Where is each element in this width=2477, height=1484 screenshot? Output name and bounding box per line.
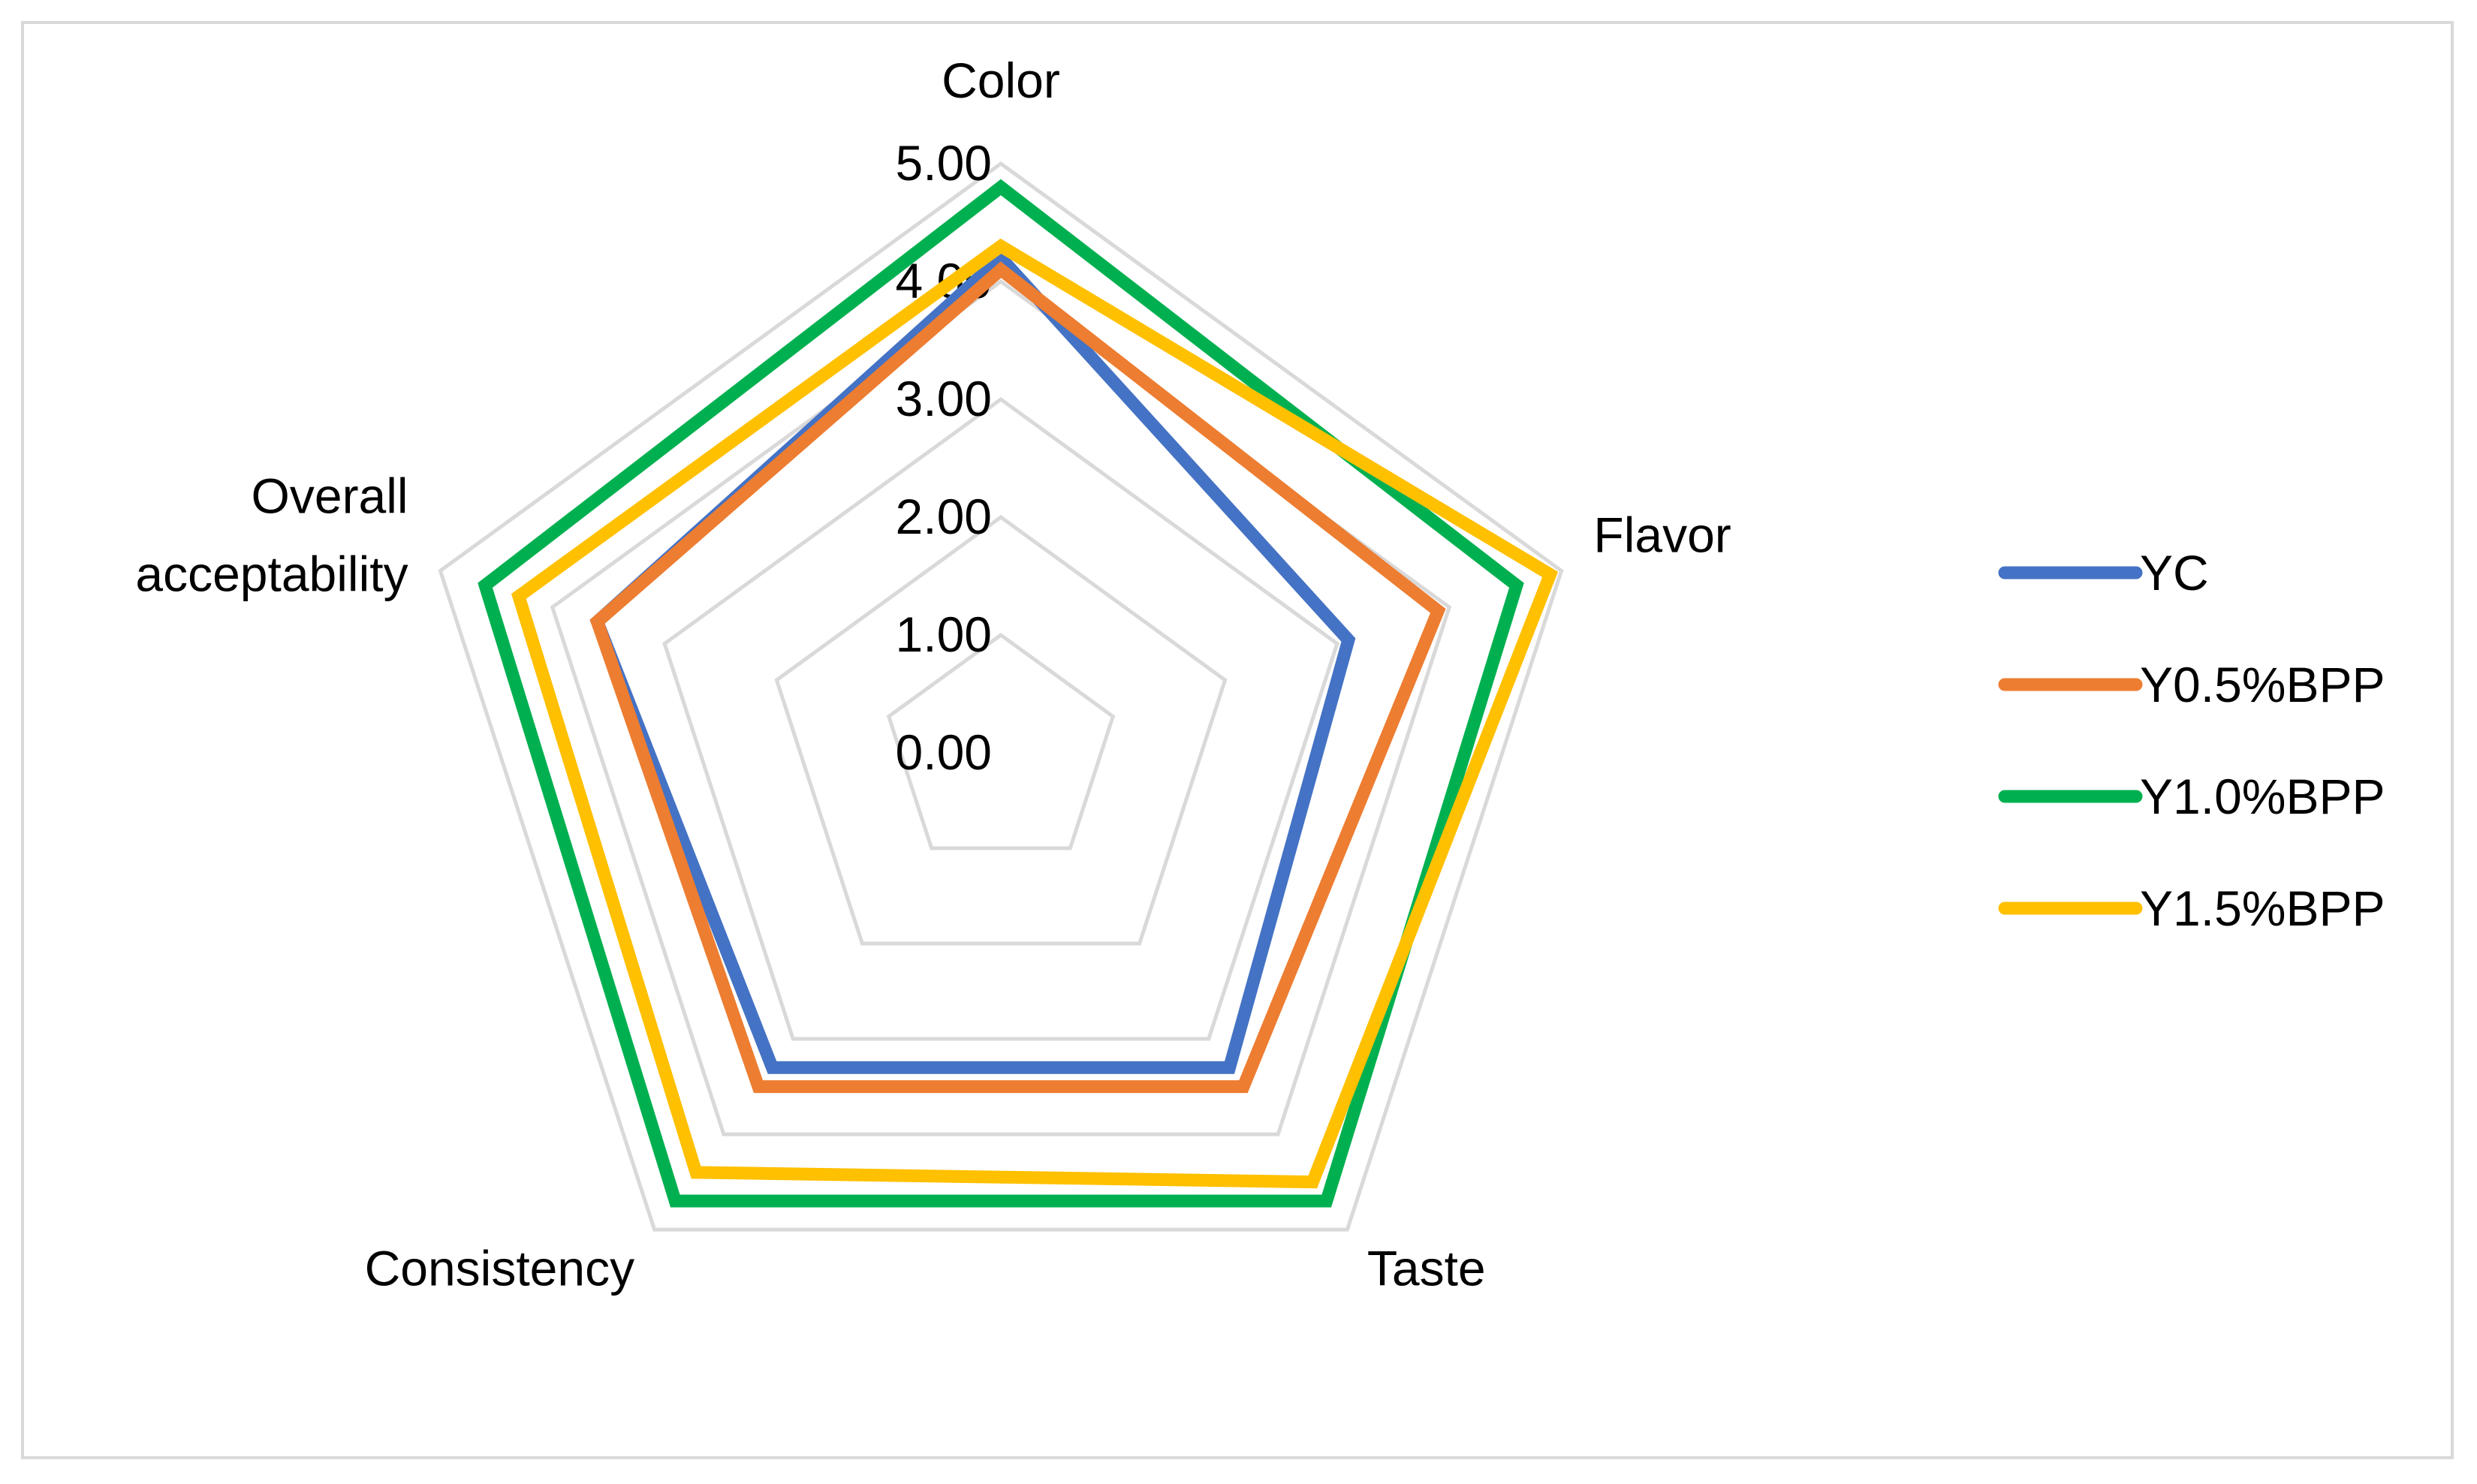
- axis-label: Overall: [252, 468, 408, 523]
- tick-label: 3.00: [896, 371, 992, 426]
- legend-label: YC: [2140, 545, 2209, 601]
- axis-label: Taste: [1367, 1241, 1486, 1296]
- tick-label: 5.00: [896, 135, 992, 191]
- series-line: [478, 179, 1524, 1208]
- grid-ring: [774, 514, 1228, 946]
- legend-label: Y1.5%BPP: [2140, 880, 2385, 936]
- series-line: [589, 261, 1446, 1094]
- radar-axis-labels: Color Flavor Taste Consistency Overall accept…: [135, 53, 1731, 1296]
- axis-label: Color: [942, 53, 1060, 108]
- tick-label: 1.00: [896, 607, 992, 662]
- grid-ring: [438, 161, 1564, 1232]
- chart-frame: [21, 21, 2454, 1459]
- grid-ring: [550, 278, 1452, 1136]
- grid-ring: [886, 632, 1116, 850]
- tick-label: 2.00: [896, 489, 992, 544]
- chart-legend: YC Y0.5%BPP Y1.0%BPP Y1.5%BPP: [1998, 545, 2385, 936]
- axis-label: Flavor: [1593, 507, 1731, 562]
- grid-ring: [662, 396, 1339, 1041]
- legend-label: Y1.0%BPP: [2140, 769, 2385, 824]
- legend-label: Y0.5%BPP: [2140, 657, 2385, 712]
- series-line: [511, 238, 1559, 1189]
- radar-series: [478, 179, 1559, 1208]
- axis-label: Consistency: [365, 1241, 635, 1296]
- tick-label: 0.00: [896, 724, 992, 780]
- axis-label: acceptability: [135, 546, 408, 601]
- radar-grid: [438, 161, 1564, 1232]
